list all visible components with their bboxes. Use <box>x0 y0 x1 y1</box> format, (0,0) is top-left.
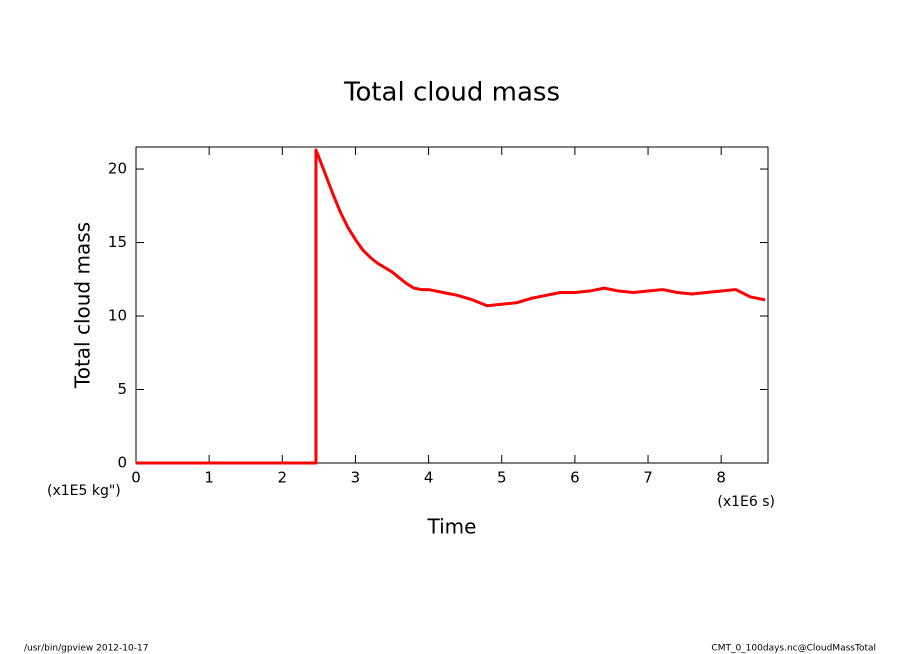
x-tick-label: 3 <box>351 469 361 487</box>
y-tick-label: 20 <box>108 160 127 178</box>
x-units: (x1E6 s) <box>717 494 775 510</box>
y-axis-label: Total cloud mass <box>71 222 95 389</box>
x-tick-label: 1 <box>204 469 214 487</box>
y-units: (x1E5 kg") <box>47 483 121 499</box>
x-tick-label: 7 <box>643 469 653 487</box>
data-line <box>136 148 766 465</box>
x-tick-label: 2 <box>278 469 288 487</box>
y-tick-label: 0 <box>117 454 127 472</box>
y-tick-label: 10 <box>108 307 127 325</box>
footer-left: /usr/bin/gpview 2012-10-17 <box>24 644 148 654</box>
chart-title: Total cloud mass <box>343 78 560 108</box>
x-tick-label: 5 <box>497 469 507 487</box>
x-axis-label: Time <box>427 515 477 539</box>
y-tick-label: 5 <box>117 380 127 398</box>
x-tick-label: 6 <box>570 469 580 487</box>
x-tick-label: 8 <box>716 469 726 487</box>
x-tick-label: 4 <box>424 469 434 487</box>
footer-right: CMT_0_100days.nc@CloudMassTotal <box>711 644 876 654</box>
x-tick-label: 0 <box>131 469 141 487</box>
plot-frame <box>135 146 769 464</box>
y-tick-label: 15 <box>108 233 127 251</box>
